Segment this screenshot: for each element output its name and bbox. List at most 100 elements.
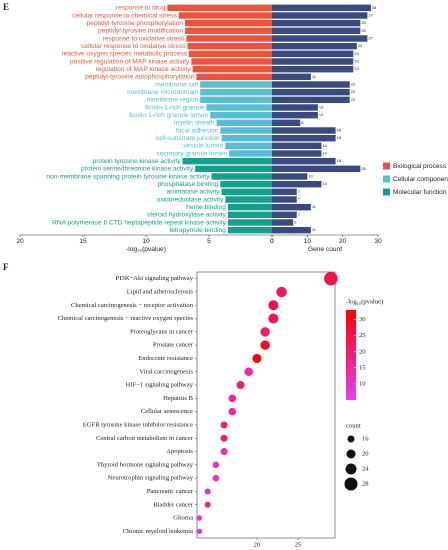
value-label: 13 bbox=[319, 112, 324, 117]
category-label: membrane raft bbox=[155, 81, 198, 88]
bar bbox=[206, 104, 272, 111]
category-label: regulation of MAP kinase activity bbox=[95, 66, 191, 73]
value-label: 25 bbox=[361, 166, 366, 171]
bar bbox=[272, 173, 308, 180]
bar bbox=[195, 165, 272, 173]
bar bbox=[225, 196, 272, 203]
x-tick-label: 10 bbox=[304, 238, 312, 245]
value-label: 18 bbox=[337, 135, 342, 140]
panel-label: F bbox=[3, 262, 9, 272]
dot bbox=[244, 367, 253, 376]
colorbar-tick-label: 20 bbox=[359, 348, 366, 355]
bar bbox=[186, 35, 272, 42]
category-label: focal adhesion bbox=[176, 127, 219, 134]
category-label: Hepatitis B bbox=[163, 395, 193, 402]
category-label: Glioma bbox=[173, 515, 193, 522]
category-label: PI3K−Akt signaling pathway bbox=[116, 275, 194, 282]
value-label: 11 bbox=[312, 227, 317, 232]
value-label: 14 bbox=[322, 151, 327, 156]
bar bbox=[272, 50, 354, 58]
value-label: 14 bbox=[322, 143, 327, 148]
dot bbox=[268, 300, 279, 311]
value-label: 23 bbox=[354, 59, 359, 64]
category-label: response to oxidative stress bbox=[103, 35, 185, 42]
value-label: 14 bbox=[322, 181, 327, 186]
value-label: 18 bbox=[337, 128, 342, 133]
bar bbox=[272, 196, 297, 203]
x-tick-label: 0 bbox=[270, 238, 274, 245]
value-label: 11 bbox=[312, 74, 317, 79]
dot bbox=[260, 327, 270, 337]
bar bbox=[221, 188, 272, 196]
bar bbox=[229, 150, 272, 157]
category-label: peptidyl-tyrosine phosphorylation bbox=[87, 20, 184, 27]
x-tick-label: 30 bbox=[374, 238, 382, 245]
bar bbox=[272, 42, 357, 50]
category-label: Bladder cancer bbox=[153, 501, 194, 508]
bar bbox=[200, 81, 272, 88]
bar bbox=[272, 96, 350, 104]
category-label: phosphatase binding bbox=[157, 181, 218, 188]
category-label: Prostate cancer bbox=[153, 342, 194, 349]
category-label: positive regulation of MAP kinase activi… bbox=[70, 58, 190, 65]
value-label: 23 bbox=[354, 51, 359, 56]
category-label: peptidyl-tyrosine modification bbox=[98, 28, 183, 35]
category-label: ficolin-1-rich granule lumen bbox=[129, 112, 208, 119]
bar bbox=[227, 219, 272, 226]
category-label: aromatase activity bbox=[166, 189, 220, 196]
colorbar-tick-label: 30 bbox=[359, 316, 366, 323]
size-legend-dot bbox=[345, 463, 357, 475]
category-label: Chemical carcinogenesis − receptor activ… bbox=[71, 302, 194, 309]
bar bbox=[196, 73, 272, 81]
panel-label: E bbox=[3, 2, 9, 12]
dot bbox=[220, 434, 228, 442]
category-label: heme binding bbox=[186, 204, 226, 211]
value-label: 22 bbox=[351, 97, 356, 102]
dot bbox=[220, 421, 228, 429]
category-label: vesicle lumen bbox=[183, 143, 223, 150]
value-label: 28 bbox=[372, 5, 377, 10]
value-label: 10 bbox=[308, 174, 313, 179]
x-tick-label: 0 bbox=[270, 238, 274, 245]
bar bbox=[272, 65, 354, 73]
bar bbox=[272, 88, 350, 96]
value-label: 22 bbox=[351, 89, 356, 94]
category-label: secretory granule lumen bbox=[156, 150, 227, 157]
dot bbox=[196, 528, 203, 535]
bar bbox=[167, 4, 272, 12]
bar bbox=[191, 58, 272, 65]
colorbar-tick-label: 10 bbox=[359, 380, 366, 387]
legend-label: Cellular component bbox=[393, 176, 448, 183]
bar bbox=[272, 188, 297, 196]
category-label: protein tyrosine kinase activity bbox=[93, 158, 182, 165]
bar bbox=[272, 134, 336, 142]
bar bbox=[272, 203, 311, 211]
dot bbox=[276, 286, 287, 298]
legend-label: Biological process bbox=[393, 163, 447, 170]
category-label: steroid hydroxylase activity bbox=[147, 212, 226, 219]
bar bbox=[272, 142, 322, 150]
bar bbox=[272, 19, 361, 27]
value-label: 27 bbox=[368, 13, 373, 18]
value-label: 13 bbox=[319, 105, 324, 110]
bar bbox=[185, 19, 272, 27]
category-label: oxidoreductase activity bbox=[157, 196, 224, 203]
category-label: Neurotrophin signaling pathway bbox=[108, 475, 194, 482]
category-label: RNA polymerase II CTD heptapeptide repea… bbox=[52, 219, 226, 226]
value-label: 7 bbox=[298, 212, 301, 217]
x-tick-label: 10 bbox=[142, 238, 150, 245]
dot bbox=[324, 271, 338, 286]
category-label: Cellular senescence bbox=[141, 408, 193, 415]
category-label: protein serine/threonine kinase activity bbox=[81, 166, 194, 173]
bar bbox=[216, 119, 272, 127]
size-legend-title: count bbox=[346, 423, 361, 430]
category-label: cellular response to chemical stress bbox=[72, 12, 177, 19]
bar bbox=[188, 50, 272, 58]
bar bbox=[211, 173, 272, 180]
bar bbox=[182, 157, 272, 165]
category-label: tetrapyrrole binding bbox=[169, 227, 226, 234]
bar bbox=[272, 4, 371, 12]
plot-frame bbox=[196, 271, 336, 539]
value-label: 18 bbox=[337, 158, 342, 163]
